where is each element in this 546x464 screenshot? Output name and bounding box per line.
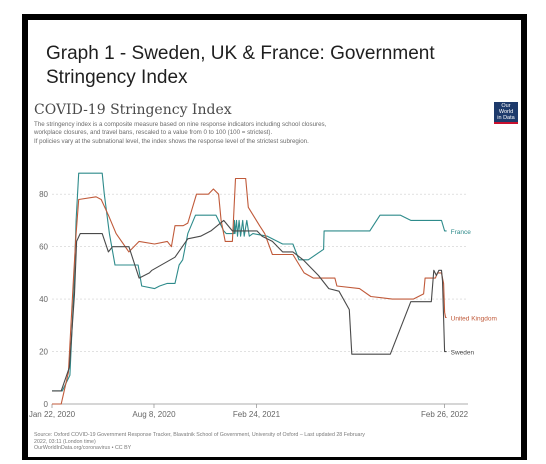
- series-labels: France United Kingdom Sweden: [451, 229, 497, 357]
- x-tick-label: Feb 26, 2022: [421, 410, 469, 419]
- y-tick-label: 20: [39, 348, 48, 357]
- series-lines: [52, 172, 447, 405]
- y-tick-label: 80: [39, 190, 48, 199]
- y-tick-label: 60: [39, 243, 48, 252]
- y-tick-label: 40: [39, 295, 48, 304]
- series-line-sweden[interactable]: [52, 219, 447, 392]
- subtitle-line-2: workplace closures, and travel bans, res…: [34, 129, 273, 137]
- series-label-france: France: [451, 229, 472, 236]
- x-tick-label: Feb 24, 2021: [233, 410, 281, 419]
- x-tick-label: Aug 8, 2020: [132, 410, 176, 419]
- chart-subtitle: The stringency index is a composite meas…: [34, 121, 444, 146]
- series-label-sweden: Sweden: [451, 350, 475, 357]
- graph-heading-line-1: Graph 1 - Sweden, UK & France: Governmen…: [46, 43, 435, 64]
- x-tick-label: Jan 22, 2020: [29, 410, 76, 419]
- source-note: Source: Oxford COVID-19 Government Respo…: [34, 432, 514, 452]
- series-line-france[interactable]: [52, 172, 447, 392]
- series-label-united-kingdom: United Kingdom: [451, 315, 497, 322]
- subtitle-line-1: The stringency index is a composite meas…: [34, 121, 327, 128]
- our-world-in-data-logo[interactable]: Our World in Data: [494, 102, 518, 124]
- graph-heading-line-2: Stringency Index: [46, 67, 188, 88]
- source-line-3: OurWorldInData.org/coronavirus • CC BY: [34, 445, 132, 452]
- graph-heading: Graph 1 - Sweden, UK & France: Governmen…: [46, 42, 506, 90]
- source-line-1: Source: Oxford COVID-19 Government Respo…: [34, 432, 365, 438]
- y-tick-label: 0: [44, 400, 49, 409]
- source-line-2: 2022, 03:11 (London time): [34, 438, 96, 445]
- logo-line-2: in Data: [497, 115, 515, 121]
- figure-frame: Graph 1 - Sweden, UK & France: Governmen…: [22, 14, 527, 460]
- subtitle-line-3: If policies vary at the subnational leve…: [34, 137, 309, 145]
- logo-line-1: Our World: [498, 103, 514, 115]
- chart-title: COVID-19 Stringency Index: [34, 102, 232, 118]
- chart-axes: 0 20 40 60 80 Jan 22, 2020 Aug 8, 2020 Feb 24, …: [29, 190, 469, 419]
- stringency-line-chart: 0 20 40 60 80 Jan 22, 2020 Aug 8, 2020 Feb 24, …: [29, 172, 497, 419]
- series-line-united-kingdom[interactable]: [52, 177, 447, 405]
- figure-panel: Graph 1 - Sweden, UK & France: Governmen…: [28, 20, 521, 457]
